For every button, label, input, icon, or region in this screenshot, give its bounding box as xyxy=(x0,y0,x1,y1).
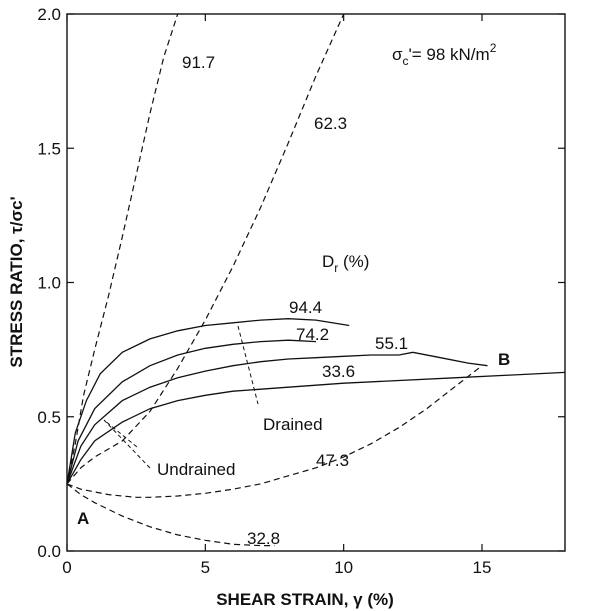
drained-label: Drained xyxy=(263,415,323,434)
x-tick-label: 0 xyxy=(62,558,71,577)
x-axis-title: SHEAR STRAIN, γ (%) xyxy=(216,590,394,609)
undrained-label: Undrained xyxy=(157,460,235,479)
series-label-74-2: 74.2 xyxy=(296,325,329,344)
dr-text: (%) xyxy=(338,252,369,271)
undrained-leader-line xyxy=(103,419,151,469)
series-line-91-7 xyxy=(66,13,179,485)
series-line-94-4 xyxy=(66,318,350,485)
plot-frame xyxy=(66,13,566,552)
dr-annotation: Dr (%) xyxy=(322,252,369,275)
x-tick-label: 5 xyxy=(201,558,210,577)
series-label-55-1: 55.1 xyxy=(375,334,408,353)
series-label-94-4: 94.4 xyxy=(289,298,322,317)
y-tick-label: 0.5 xyxy=(37,408,61,427)
x-tick-label: 10 xyxy=(334,558,353,577)
sigma-subscript: c xyxy=(403,54,409,68)
series-label-62-3: 62.3 xyxy=(314,114,347,133)
y-tick-label: 1.0 xyxy=(37,274,61,293)
svg-text:Dr (%): Dr (%) xyxy=(322,252,369,275)
svg-text:σc'= 98 kN/m2: σc'= 98 kN/m2 xyxy=(392,41,497,68)
sigma-superscript: 2 xyxy=(490,41,497,55)
series-line-47-3 xyxy=(66,365,483,498)
series-label-91-7: 91.7 xyxy=(182,53,215,72)
sigma-symbol: σ xyxy=(392,45,403,64)
series-line-74-2 xyxy=(66,339,317,485)
series-label-32-8: 32.8 xyxy=(247,529,280,548)
series-line-33-6 xyxy=(66,371,566,485)
series-line-62-3 xyxy=(66,13,345,485)
x-tick-label: 15 xyxy=(473,558,492,577)
series-label-47-3: 47.3 xyxy=(316,451,349,470)
point-a-label: A xyxy=(77,509,89,528)
y-axis-title: STRESS RATIO, τ/σc' xyxy=(7,196,26,367)
series-line-32-8 xyxy=(66,483,275,547)
series-label-33-6: 33.6 xyxy=(322,362,355,381)
sigma-annotation: σc'= 98 kN/m2 xyxy=(392,41,497,68)
dr-subscript: r xyxy=(334,261,338,275)
series-line-55-1 xyxy=(66,351,488,485)
dr-symbol: D xyxy=(322,252,334,271)
sigma-text: '= 98 kN/m xyxy=(409,45,490,64)
y-tick-label: 0.0 xyxy=(37,542,61,561)
y-tick-label: 1.5 xyxy=(37,139,61,158)
y-tick-label: 2.0 xyxy=(37,5,61,24)
point-b-label: B xyxy=(498,350,510,369)
